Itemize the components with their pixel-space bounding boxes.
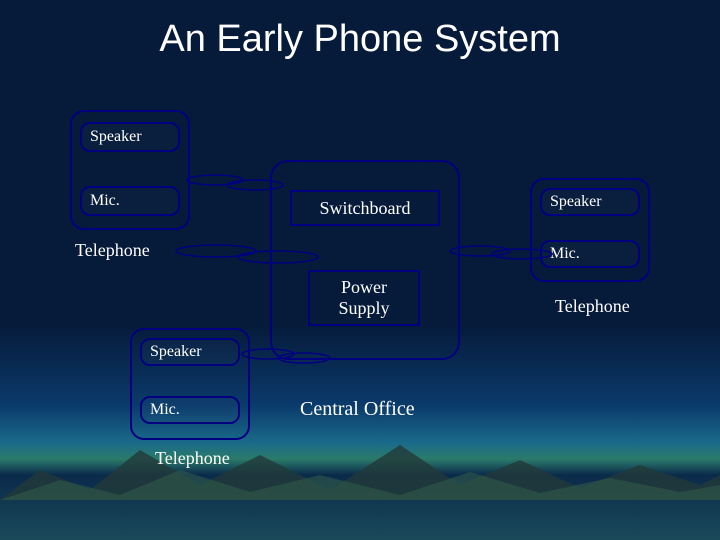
telephone-2-mic: Mic. bbox=[140, 396, 240, 424]
telephone-1-caption: Telephone bbox=[75, 240, 150, 261]
power-supply-box: Power Supply bbox=[308, 270, 420, 326]
page-title: An Early Phone System bbox=[0, 18, 720, 61]
telephone-1-speaker: Speaker bbox=[80, 122, 180, 152]
telephone-2-speaker: Speaker bbox=[140, 338, 240, 366]
switchboard-box: Switchboard bbox=[290, 190, 440, 226]
mountain-silhouette bbox=[0, 430, 720, 500]
telephone-3-mic: Mic. bbox=[540, 240, 640, 268]
telephone-3-caption: Telephone bbox=[555, 296, 630, 317]
telephone-1-mic: Mic. bbox=[80, 186, 180, 216]
telephone-2-caption: Telephone bbox=[155, 448, 230, 469]
central-office-caption: Central Office bbox=[300, 398, 415, 421]
telephone-3-speaker: Speaker bbox=[540, 188, 640, 216]
